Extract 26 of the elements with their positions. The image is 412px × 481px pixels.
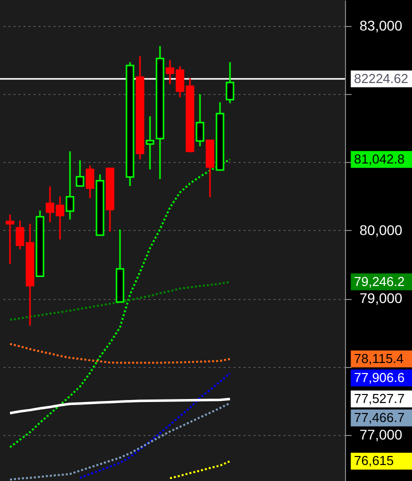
text: 79,246.2 bbox=[354, 274, 405, 289]
line-series bbox=[9, 158, 231, 448]
candlestick bbox=[66, 150, 74, 220]
candlestick bbox=[226, 61, 234, 104]
text: 78,115.4 bbox=[354, 350, 404, 366]
text: 77,906.6 bbox=[354, 370, 405, 385]
line-series bbox=[79, 372, 231, 479]
candlestick bbox=[196, 94, 204, 148]
candlestick bbox=[76, 160, 84, 187]
line-series bbox=[8, 398, 232, 414]
y-tick-label: 83,000 bbox=[360, 18, 403, 34]
line-series bbox=[9, 280, 231, 321]
y-tick-label: 77,000 bbox=[360, 426, 403, 442]
ref-line-label: 82224.62 bbox=[354, 70, 408, 86]
line-series bbox=[9, 342, 231, 364]
candlestick bbox=[146, 116, 154, 170]
text: 76,615 bbox=[354, 453, 394, 468]
y-tick-label: 80,000 bbox=[360, 222, 403, 238]
text: 81,042.8 bbox=[354, 151, 405, 166]
line-series bbox=[169, 460, 231, 480]
text: 77,466.7 bbox=[354, 410, 405, 425]
y-tick-label: 79,000 bbox=[360, 290, 403, 306]
candlestick bbox=[86, 164, 94, 199]
text: 77,527.7 bbox=[354, 390, 405, 406]
line-series bbox=[9, 402, 231, 481]
candlestick bbox=[6, 214, 14, 265]
